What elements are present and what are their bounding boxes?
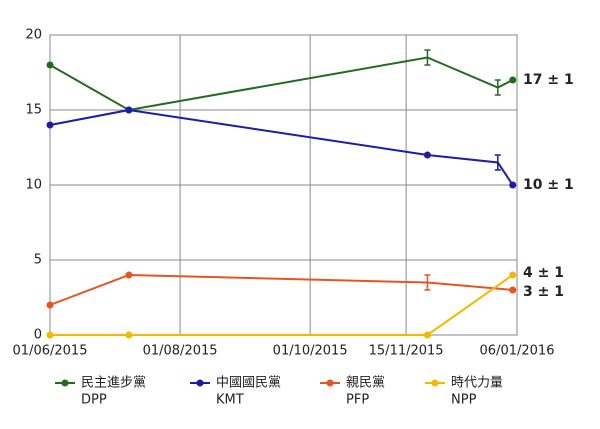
series-line [50,274,514,336]
error-bar [424,49,431,66]
series-line [49,273,513,306]
error-bar [494,79,501,96]
legend-abbr: NPP [451,393,477,408]
legend-abbr: KMT [216,393,244,408]
series-line [49,108,514,186]
legend-marker [431,379,439,387]
point [423,331,431,339]
y-tick-label: 0 [34,328,42,343]
error-bar [424,274,431,291]
point [509,286,517,294]
point [423,151,431,159]
y-tick-label: 5 [34,253,42,268]
legend-abbr: DPP [81,393,107,408]
x-tick-label: 15/11/2015 [369,344,444,359]
end-label: 4 ± 1 [523,265,564,281]
legend-label: 民主進步黨 [81,376,146,391]
point [509,76,517,84]
point [46,121,54,129]
end-label: 10 ± 1 [523,177,574,193]
x-tick-label: 06/01/2016 [480,344,555,359]
point [509,181,517,189]
series-line [49,56,514,112]
x-tick-label: 01/08/2015 [143,344,218,359]
point [46,301,54,309]
legend-label: 親民黨 [346,376,385,391]
x-tick-label: 01/10/2015 [273,344,348,359]
point [125,106,133,114]
y-tick-label: 20 [25,28,42,43]
point [125,271,133,279]
y-tick-label: 15 [25,103,42,118]
error-bar [494,154,501,171]
point [509,271,517,279]
end-label: 17 ± 1 [523,72,574,88]
legend-marker [61,379,69,387]
point [125,331,133,339]
legend-label: 時代力量 [451,376,503,391]
end-label: 3 ± 1 [523,284,564,300]
x-tick-label: 01/06/2015 [13,344,88,359]
point [46,331,54,339]
legend-label: 中國國民黨 [216,376,281,391]
legend-abbr: PFP [346,393,369,408]
y-tick-label: 10 [25,178,42,193]
legend-marker [196,379,204,387]
point [46,61,54,69]
legend-marker [326,379,334,387]
